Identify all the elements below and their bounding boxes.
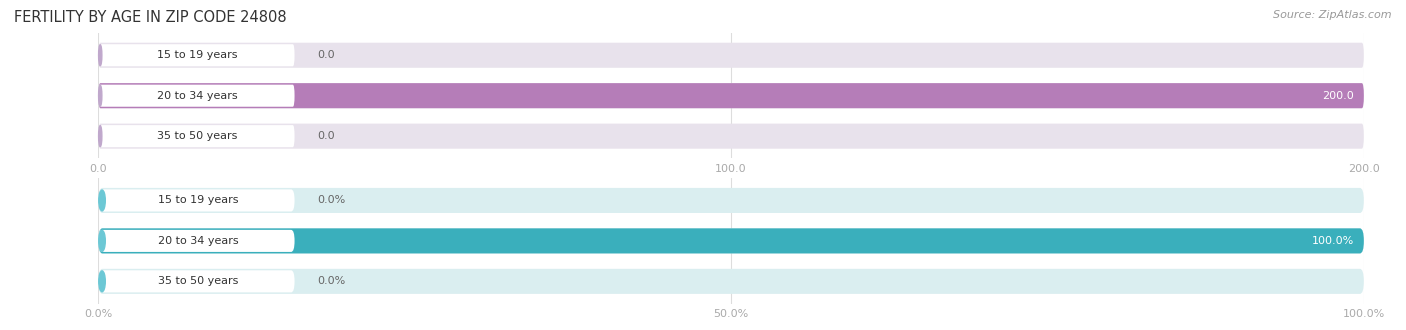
Text: 100.0%: 100.0%: [1312, 236, 1354, 246]
Text: 20 to 34 years: 20 to 34 years: [157, 236, 239, 246]
FancyBboxPatch shape: [98, 125, 295, 147]
FancyBboxPatch shape: [98, 83, 1364, 108]
Circle shape: [98, 45, 101, 66]
Circle shape: [98, 126, 101, 147]
Circle shape: [98, 271, 105, 292]
Circle shape: [98, 230, 105, 251]
Text: 15 to 19 years: 15 to 19 years: [157, 50, 238, 60]
Text: 20 to 34 years: 20 to 34 years: [157, 91, 238, 101]
FancyBboxPatch shape: [98, 228, 1364, 253]
Circle shape: [98, 85, 101, 106]
Text: 200.0: 200.0: [1322, 91, 1354, 101]
Text: 15 to 19 years: 15 to 19 years: [157, 195, 239, 206]
Text: Source: ZipAtlas.com: Source: ZipAtlas.com: [1274, 10, 1392, 20]
FancyBboxPatch shape: [98, 269, 1364, 294]
FancyBboxPatch shape: [98, 188, 1364, 213]
FancyBboxPatch shape: [98, 270, 295, 292]
Text: 0.0%: 0.0%: [318, 195, 346, 206]
Text: FERTILITY BY AGE IN ZIP CODE 24808: FERTILITY BY AGE IN ZIP CODE 24808: [14, 10, 287, 25]
Text: 35 to 50 years: 35 to 50 years: [157, 131, 238, 141]
FancyBboxPatch shape: [98, 124, 1364, 149]
FancyBboxPatch shape: [98, 85, 295, 107]
Text: 0.0: 0.0: [318, 131, 335, 141]
FancyBboxPatch shape: [98, 43, 1364, 68]
FancyBboxPatch shape: [98, 83, 1364, 108]
FancyBboxPatch shape: [98, 228, 1364, 253]
Circle shape: [98, 190, 105, 211]
Text: 0.0%: 0.0%: [318, 276, 346, 286]
FancyBboxPatch shape: [98, 230, 295, 252]
Text: 35 to 50 years: 35 to 50 years: [157, 276, 238, 286]
FancyBboxPatch shape: [98, 189, 295, 212]
Text: 0.0: 0.0: [318, 50, 335, 60]
FancyBboxPatch shape: [98, 44, 295, 66]
